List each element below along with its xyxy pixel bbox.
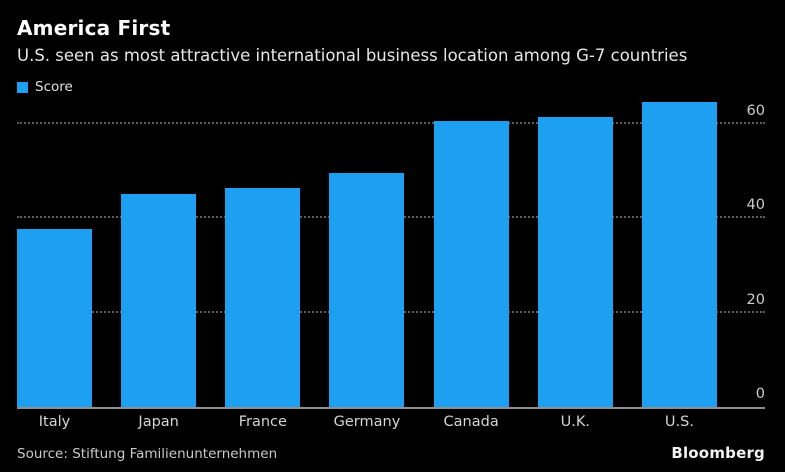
bar-japan [121,194,197,407]
bloomberg-logo: Bloomberg [671,444,765,462]
y-tick-label-60: 60 [746,102,765,119]
x-label-italy: Italy [38,414,71,430]
bar-us [641,102,717,407]
bar-chart: 0 20 40 60 [17,97,765,409]
gridline-60 [17,121,765,124]
x-axis-baseline [17,407,765,409]
bars-area [17,97,717,407]
y-tick-label-20: 20 [746,291,765,308]
x-label-canada: Canada [443,414,499,430]
bar-italy [17,228,92,407]
legend-label: Score [35,79,73,95]
chart-footer: Source: Stiftung Familienunternehmen Blo… [17,444,765,462]
y-tick-label-0: 0 [755,386,765,402]
x-label-uk: U.K. [560,414,590,430]
x-label-france: France [238,414,287,430]
bar-france [225,188,301,407]
x-label-us: U.S. [664,414,694,430]
chart-subtitle: U.S. seen as most attractive internation… [17,46,688,65]
x-label-japan: Japan [138,414,179,430]
bar-germany [329,172,405,407]
page-title: America First [17,16,171,40]
bar-uk [537,116,613,407]
y-tick-label-40: 40 [746,197,765,214]
source-text: Source: Stiftung Familienunternehmen [17,446,278,462]
legend-swatch-icon [17,81,28,93]
x-label-germany: Germany [333,414,401,430]
chart-legend: Score [17,79,765,95]
bar-canada [433,121,509,407]
x-axis-labels: Italy Japan France Germany Canada U.K. U.S. [17,414,717,430]
